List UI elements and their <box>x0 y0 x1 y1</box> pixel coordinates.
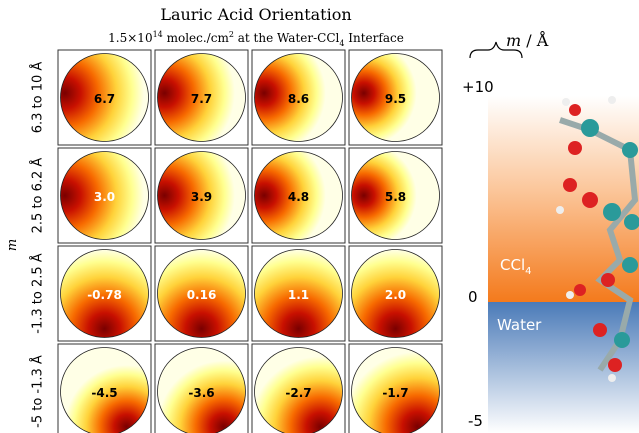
cell-value: 6.7 <box>94 92 115 106</box>
cell-value: 1.1 <box>288 288 309 302</box>
cell-value: -3.6 <box>188 386 214 400</box>
scale-top: +10 <box>462 78 494 96</box>
row-label: -5 to -1.3 Å <box>30 355 46 428</box>
subtitle: 1.5×1014 molec./cm2 at the Water-CCl4 In… <box>108 30 404 48</box>
subtitle-sup: 14 <box>153 30 163 39</box>
panel-grid: 6.3 to 10 Å 6.7 7.7 8.6 9.5 2.5 to 6.2 Å 3.0 3.… <box>30 50 443 433</box>
scale-middle: 0 <box>468 288 478 306</box>
cell-value: 8.6 <box>288 92 309 106</box>
figure: Lauric Acid Orientation 1.5×1014 molec./… <box>0 0 639 433</box>
unit-text: / Å <box>521 30 549 50</box>
region-text: CCl <box>500 256 525 274</box>
row-label: 2.5 to 6.2 Å <box>30 158 46 234</box>
subtitle-part: molec./cm <box>163 31 230 45</box>
subtitle-part: at the Water-CCl <box>234 31 340 45</box>
cell-value: 9.5 <box>385 92 406 106</box>
cell-value: 7.7 <box>191 92 212 106</box>
row-label: 6.3 to 10 Å <box>30 62 46 134</box>
cell-value: -2.7 <box>285 386 311 400</box>
cell-value: 3.9 <box>191 190 212 204</box>
y-axis-label: m <box>5 239 20 251</box>
subtitle-part: Interface <box>344 31 403 45</box>
region-sub: 4 <box>525 266 531 277</box>
title: Lauric Acid Orientation <box>160 5 351 24</box>
region-label-water: Water <box>497 316 542 334</box>
scale-bottom: -5 <box>468 412 483 430</box>
row-label: -1.3 to 2.5 Å <box>30 253 46 333</box>
subtitle-part: 1.5×10 <box>108 31 152 45</box>
cell-value: 0.16 <box>187 288 217 302</box>
cell-value: 2.0 <box>385 288 406 302</box>
cell-value: 3.0 <box>94 190 115 204</box>
cell-value: 4.8 <box>288 190 309 204</box>
cell-value: -1.7 <box>382 386 408 400</box>
unit-symbol: m <box>506 31 521 50</box>
cell-value: -4.5 <box>91 386 117 400</box>
scale-unit: m / Å <box>506 30 549 50</box>
cell-value: 5.8 <box>385 190 406 204</box>
cell-value: -0.78 <box>87 288 122 302</box>
